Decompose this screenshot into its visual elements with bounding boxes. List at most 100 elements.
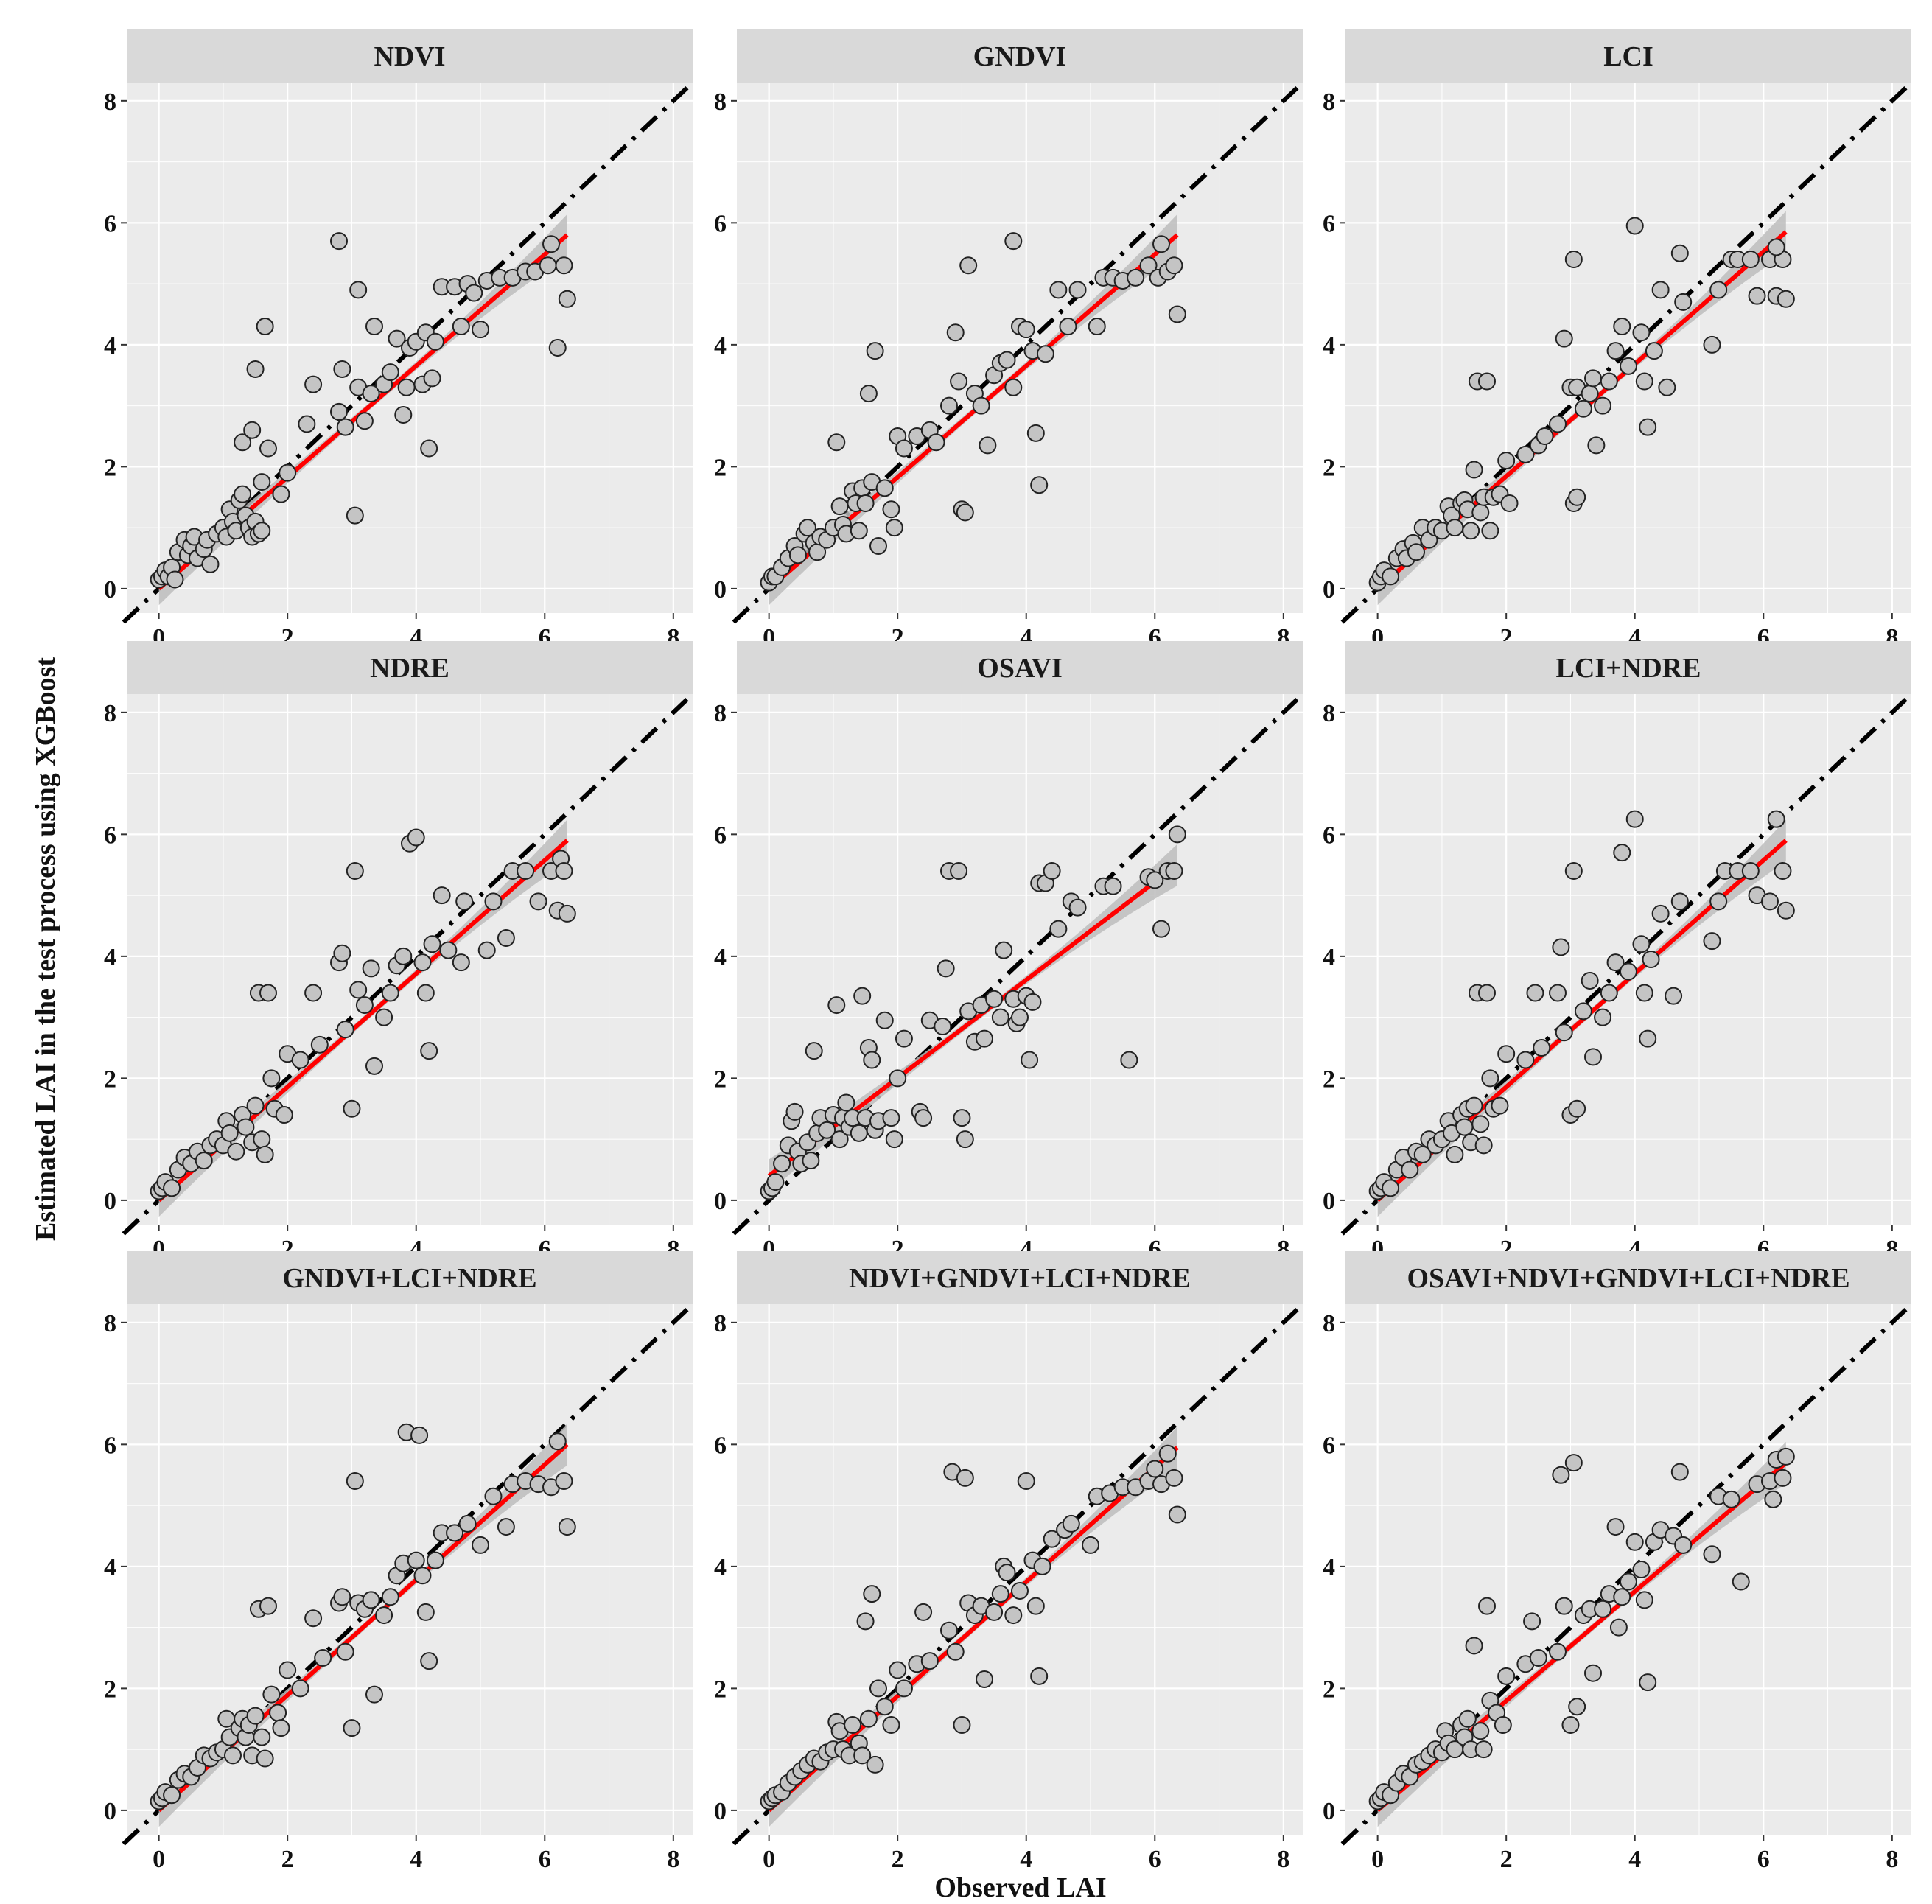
data-point bbox=[558, 290, 576, 308]
data-point bbox=[998, 1564, 1016, 1582]
data-point bbox=[375, 1606, 393, 1625]
data-point bbox=[259, 984, 277, 1002]
data-point bbox=[956, 503, 974, 522]
data-point bbox=[1481, 1069, 1499, 1088]
data-point bbox=[1564, 251, 1583, 268]
data-point bbox=[1549, 1642, 1567, 1661]
data-point bbox=[1761, 892, 1779, 911]
data-point bbox=[497, 1518, 515, 1536]
data-point bbox=[827, 996, 846, 1015]
data-point bbox=[256, 1749, 274, 1768]
data-point bbox=[1158, 1444, 1177, 1463]
data-point bbox=[166, 570, 184, 589]
y-tick-label: 4 bbox=[104, 1554, 116, 1581]
x-tick-label: 8 bbox=[1886, 1846, 1898, 1873]
data-point bbox=[195, 1152, 213, 1170]
data-point bbox=[272, 485, 290, 503]
data-point bbox=[927, 433, 945, 452]
data-point bbox=[937, 959, 955, 978]
data-point bbox=[1549, 984, 1567, 1002]
data-point bbox=[426, 1551, 444, 1569]
panel-strip bbox=[737, 1251, 1303, 1304]
data-point bbox=[866, 1755, 884, 1774]
x-tick-label: 0 bbox=[153, 1846, 165, 1873]
panel-title: NDVI bbox=[374, 41, 445, 72]
y-tick-label: 2 bbox=[1323, 1676, 1335, 1703]
data-point bbox=[262, 1069, 281, 1088]
data-point bbox=[407, 1551, 425, 1569]
panel-strip bbox=[1345, 641, 1911, 694]
y-tick-label: 0 bbox=[714, 576, 727, 603]
data-point bbox=[1465, 461, 1483, 479]
data-point bbox=[234, 433, 252, 452]
panel-plot-area bbox=[760, 1427, 1186, 1827]
data-point bbox=[446, 1524, 464, 1542]
y-tick-label: 4 bbox=[714, 944, 727, 971]
data-point bbox=[1494, 1716, 1512, 1735]
panel-title: OSAVI bbox=[977, 653, 1062, 684]
data-point bbox=[785, 1102, 804, 1121]
data-point bbox=[416, 984, 435, 1002]
panel-8: NDVI+GNDVI+LCI+NDRE 0 2 4 6 8 0 2 4 6 8 bbox=[714, 1251, 1305, 1873]
data-point bbox=[484, 1487, 503, 1505]
data-point bbox=[1026, 1597, 1045, 1615]
data-point bbox=[1703, 1545, 1721, 1564]
y-tick-label: 2 bbox=[714, 1676, 727, 1703]
data-point bbox=[433, 886, 451, 905]
data-point bbox=[1462, 522, 1480, 540]
data-point bbox=[163, 1786, 181, 1805]
data-point bbox=[976, 1670, 993, 1688]
y-tick-label: 8 bbox=[714, 1310, 727, 1337]
data-point bbox=[853, 987, 872, 1005]
y-tick-label: 8 bbox=[1323, 88, 1335, 116]
panel-title: LCI bbox=[1603, 41, 1653, 72]
data-point bbox=[279, 463, 297, 482]
panel-plot-area bbox=[1368, 810, 1795, 1217]
panel-7: GNDVI+LCI+NDRE 0 2 4 6 8 0 2 4 6 8 bbox=[104, 1251, 695, 1873]
x-tick-label: 4 bbox=[410, 1846, 422, 1873]
y-tick-label: 6 bbox=[714, 822, 727, 849]
data-point bbox=[1127, 268, 1145, 287]
data-point bbox=[253, 473, 271, 491]
y-tick-label: 6 bbox=[104, 822, 116, 849]
data-points bbox=[150, 1423, 576, 1810]
data-point bbox=[246, 1096, 265, 1115]
data-point bbox=[869, 1679, 887, 1698]
data-point bbox=[394, 947, 413, 965]
y-tick-label: 2 bbox=[714, 454, 727, 481]
data-point bbox=[163, 1179, 181, 1197]
data-point bbox=[365, 1685, 383, 1704]
data-point bbox=[1026, 424, 1045, 442]
panel-plot-area bbox=[760, 214, 1186, 606]
y-tick-label: 4 bbox=[1323, 332, 1335, 360]
data-point bbox=[991, 1585, 1009, 1603]
data-point bbox=[336, 1642, 354, 1661]
panel-strip bbox=[1345, 1251, 1911, 1304]
data-point bbox=[381, 984, 399, 1002]
data-point bbox=[333, 360, 351, 378]
data-point bbox=[1413, 1145, 1432, 1163]
data-point bbox=[895, 1679, 913, 1698]
data-point bbox=[1574, 1002, 1592, 1021]
data-points bbox=[1368, 1447, 1795, 1810]
panel-plot-area bbox=[1368, 1441, 1795, 1827]
data-point bbox=[375, 1008, 393, 1026]
data-point bbox=[336, 1021, 354, 1039]
data-point bbox=[1609, 1618, 1628, 1637]
data-point bbox=[291, 1679, 309, 1698]
data-point bbox=[1491, 1096, 1509, 1115]
data-point bbox=[381, 363, 399, 382]
data-point bbox=[773, 1155, 791, 1173]
data-point bbox=[1741, 251, 1760, 268]
data-point bbox=[995, 941, 1013, 959]
gridlines bbox=[1345, 83, 1911, 613]
data-point bbox=[1600, 372, 1618, 391]
panel-title: GNDVI+LCI+NDRE bbox=[282, 1263, 536, 1294]
panel-strip bbox=[1345, 29, 1911, 83]
panel-plot-area bbox=[1368, 211, 1795, 606]
data-point bbox=[259, 1597, 277, 1615]
data-point bbox=[889, 1069, 907, 1088]
data-point bbox=[1120, 1051, 1138, 1069]
data-point bbox=[940, 396, 958, 415]
data-point bbox=[950, 862, 968, 880]
